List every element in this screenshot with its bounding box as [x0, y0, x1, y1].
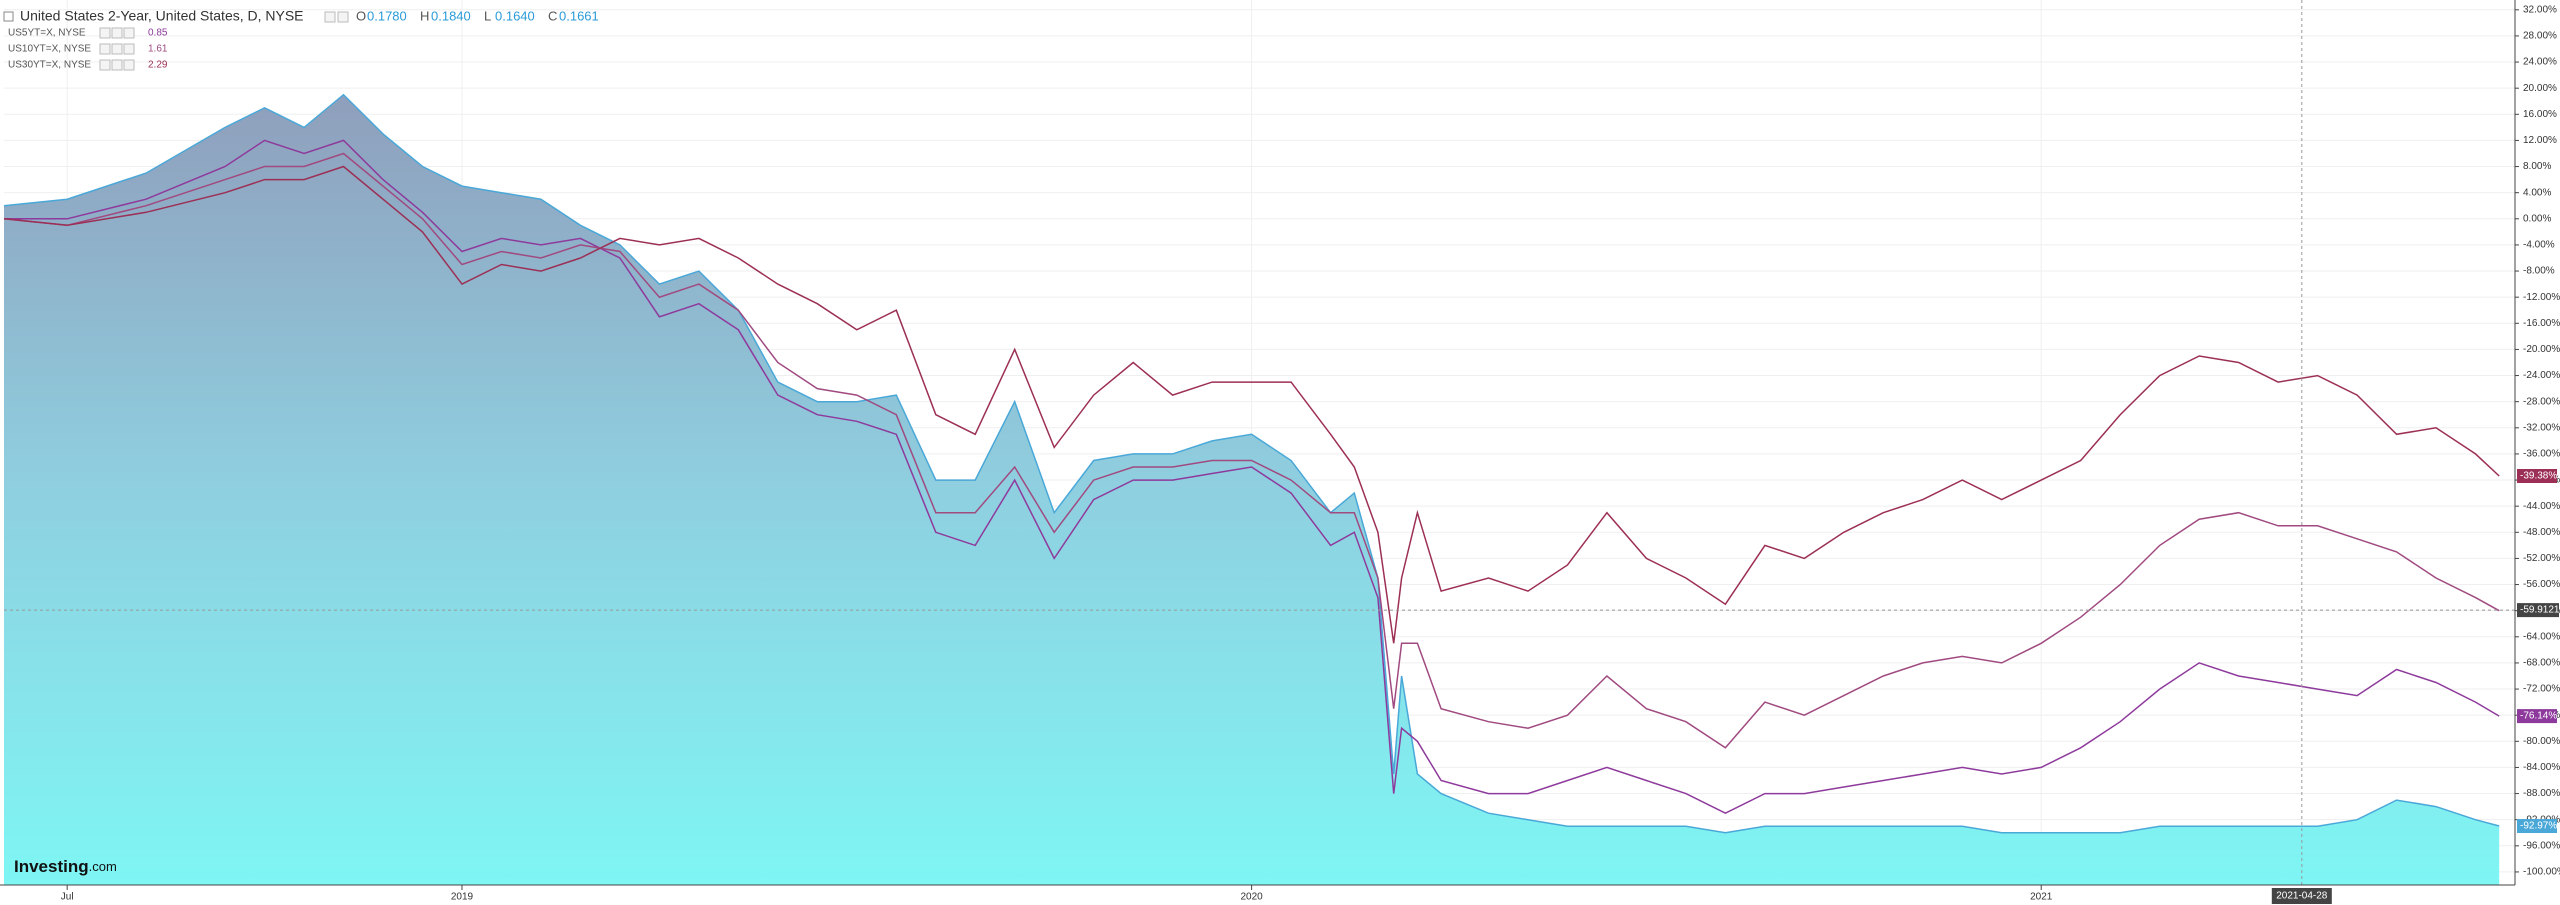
series-line: [3, 165, 2500, 644]
legend-series-value: 0.85: [148, 28, 168, 39]
y-tick-label: -100.00%: [2523, 867, 2560, 878]
y-tick-label: -84.00%: [2523, 762, 2560, 773]
legend-button[interactable]: [123, 59, 135, 71]
last-value-label: -92.97%: [2520, 821, 2557, 832]
legend-button[interactable]: [99, 27, 111, 39]
area: [4, 94, 2500, 885]
series-line: [3, 152, 2500, 749]
y-tick-label: 32.00%: [2523, 4, 2557, 15]
ohlc-key: L: [484, 8, 491, 23]
x-tick-label: 2019: [451, 892, 474, 903]
y-tick-label: 12.00%: [2523, 135, 2557, 146]
legend: United States 2-Year, United States, D, …: [3, 8, 599, 71]
y-tick-label: -28.00%: [2523, 396, 2560, 407]
y-tick-label: 8.00%: [2523, 161, 2551, 172]
y-tick-label: -64.00%: [2523, 631, 2560, 642]
axes: 32.00% 28.00% 24.00% 20.00% 16.00% 12.00% 8.00…: [61, 4, 2560, 904]
y-tick-label: 24.00%: [2523, 57, 2557, 68]
legend-button[interactable]: [111, 27, 123, 39]
y-tick-label: 20.00%: [2523, 83, 2557, 94]
collapse-icon[interactable]: [3, 11, 14, 22]
y-tick-label: -56.00%: [2523, 579, 2560, 590]
crosshair-x-box: [2271, 888, 2332, 904]
ohlc-value: 0.1640: [495, 8, 535, 23]
logo-suffix: .com: [89, 859, 117, 874]
y-tick-label: -20.00%: [2523, 344, 2560, 355]
y-tick-label: -44.00%: [2523, 501, 2560, 512]
y-tick-label: 4.00%: [2523, 187, 2551, 198]
y-tick-label: -52.00%: [2523, 553, 2560, 564]
ohlc-value: 0.1661: [559, 8, 599, 23]
crosshair-y-label: -59.9121: [2520, 605, 2560, 616]
logo-main: Investing: [14, 857, 89, 876]
ohlc-key: C: [548, 8, 557, 23]
last-value-label: -39.38%: [2520, 471, 2557, 482]
legend-series-name: US30YT=X, NYSE: [8, 60, 91, 71]
y-tick-label: -32.00%: [2523, 422, 2560, 433]
y-tick-label: -80.00%: [2523, 736, 2560, 747]
series-line: [4, 139, 2500, 815]
ohlc-key: H: [420, 8, 429, 23]
legend-button[interactable]: [123, 43, 135, 55]
y-tick-label: -72.00%: [2523, 684, 2560, 695]
y-tick-label: -16.00%: [2523, 318, 2560, 329]
legend-button[interactable]: [337, 11, 349, 23]
legend-button[interactable]: [111, 43, 123, 55]
ohlc-value: 0.1780: [367, 8, 407, 23]
last-value-label: -76.14%: [2520, 711, 2557, 722]
y-tick-label: 16.00%: [2523, 109, 2557, 120]
ohlc-value: 0.1840: [431, 8, 471, 23]
legend-button[interactable]: [111, 59, 123, 71]
legend-button[interactable]: [99, 43, 111, 55]
y-tick-label: 28.00%: [2523, 31, 2557, 42]
y-tick-label: -12.00%: [2523, 292, 2560, 303]
last-value-box: [2517, 469, 2557, 484]
crosshair-x-label: 2021-04-28: [2276, 891, 2328, 902]
ohlc-key: O: [356, 8, 366, 23]
y-tick-label: -8.00%: [2523, 266, 2555, 277]
legend-series-name: US5YT=X, NYSE: [8, 28, 86, 39]
last-value-box: [2517, 819, 2557, 834]
plot: [3, 0, 2515, 885]
legend-title: United States 2-Year, United States, D, …: [20, 8, 304, 24]
legend-series-value: 2.29: [148, 60, 168, 71]
x-tick-label: Jul: [61, 892, 74, 903]
legend-button[interactable]: [324, 11, 336, 23]
legend-button[interactable]: [99, 59, 111, 71]
x-tick-label: 2020: [1240, 892, 1263, 903]
series-line: [3, 93, 2500, 834]
y-tick-label: 0.00%: [2523, 213, 2551, 224]
legend-series-name: US10YT=X, NYSE: [8, 44, 91, 55]
y-tick-label: -96.00%: [2523, 840, 2560, 851]
legend-button[interactable]: [123, 27, 135, 39]
y-tick-label: -4.00%: [2523, 240, 2555, 251]
legend-series-value: 1.61: [148, 44, 168, 55]
x-tick-label: 2021: [2030, 892, 2053, 903]
y-tick-label: -68.00%: [2523, 658, 2560, 669]
y-tick-label: -48.00%: [2523, 527, 2560, 538]
crosshair-y-box: [2517, 603, 2559, 618]
last-value-box: [2517, 709, 2557, 724]
y-tick-label: -36.00%: [2523, 449, 2560, 460]
y-tick-label: -88.00%: [2523, 788, 2560, 799]
y-tick-label: -24.00%: [2523, 370, 2560, 381]
logo: Investing.com: [14, 857, 117, 876]
